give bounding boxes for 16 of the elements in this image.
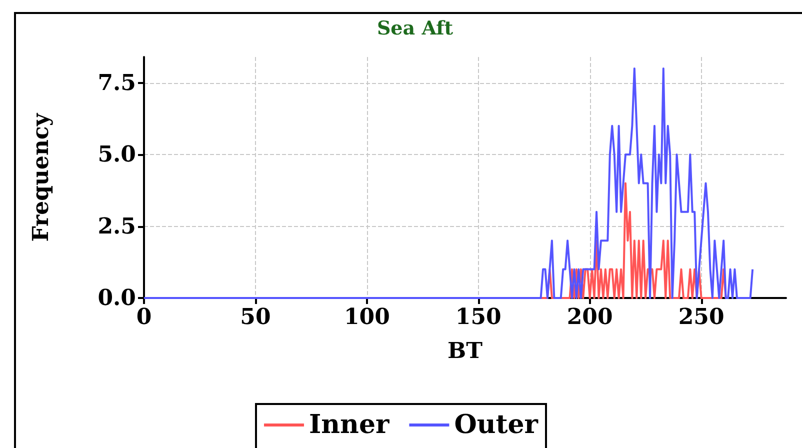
- line-series: [143, 67, 754, 299]
- y-tick-label: 7.5: [98, 70, 136, 96]
- y-axis-title: Frequency: [28, 112, 54, 242]
- x-tick-label: 200: [566, 304, 613, 330]
- legend-label: Inner: [308, 410, 390, 440]
- x-tick-label: 150: [455, 304, 502, 330]
- x-tick-label: 0: [136, 304, 152, 330]
- chart-title: Sea Aft: [376, 18, 454, 40]
- y-tick-label: 0.0: [98, 285, 136, 311]
- legend-label: Outer: [454, 410, 538, 440]
- y-tick-label: 2.5: [98, 213, 136, 240]
- x-axis-title: BT: [448, 338, 484, 364]
- x-tick-label: 50: [240, 304, 271, 330]
- x-tick-label: 250: [678, 304, 724, 330]
- x-tick-label: 100: [344, 304, 390, 330]
- y-tick-label: 5.0: [98, 142, 136, 168]
